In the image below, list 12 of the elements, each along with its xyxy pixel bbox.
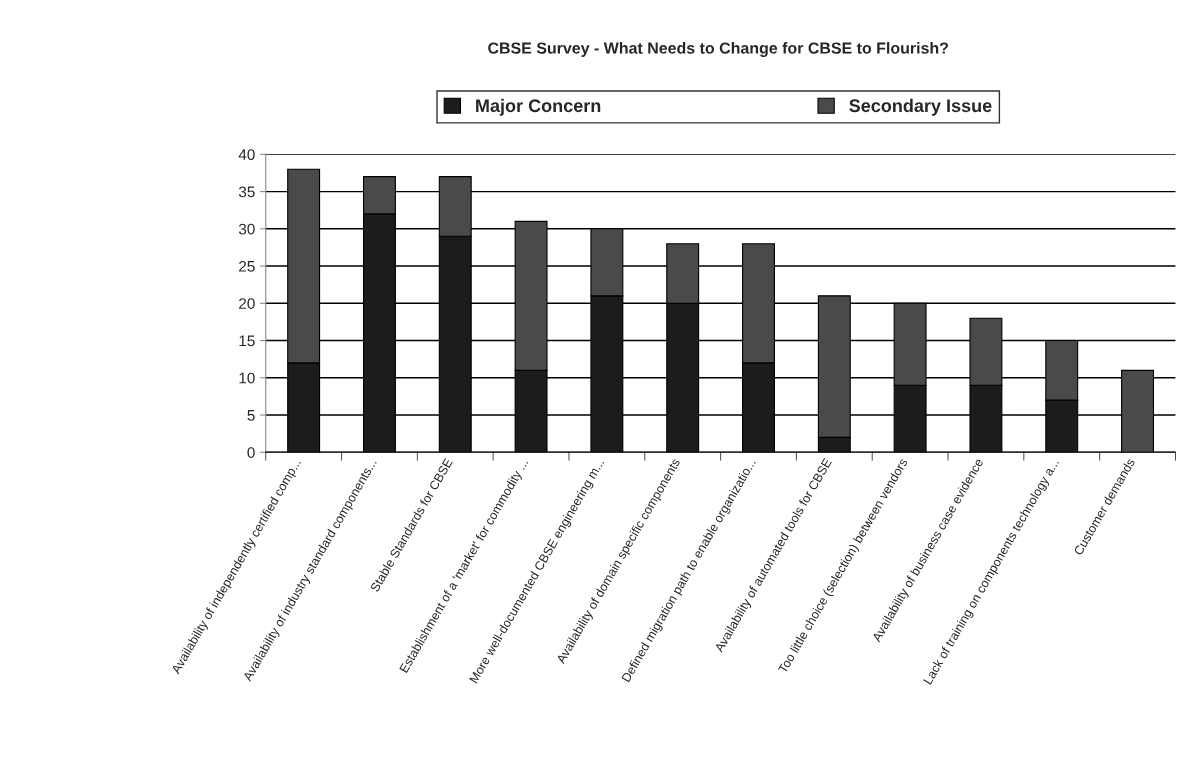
y-tick-label: 0 xyxy=(247,447,255,458)
y-tick-label: 30 xyxy=(238,223,255,235)
legend-label: Secondary Issue xyxy=(849,98,992,116)
chart-title: CBSE Survey - What Needs to Change for CBSE to Flourish? xyxy=(488,42,949,57)
y-tick-label: 5 xyxy=(247,410,255,421)
y-tick-label: 35 xyxy=(238,186,255,198)
y-tick-label: 25 xyxy=(239,260,255,272)
y-tick-label: 40 xyxy=(238,149,255,161)
legend-label: Major Concern xyxy=(476,98,601,116)
y-tick-label: 15 xyxy=(239,335,255,347)
y-tick-label: 10 xyxy=(239,372,255,384)
y-tick-label: 20 xyxy=(239,298,255,309)
